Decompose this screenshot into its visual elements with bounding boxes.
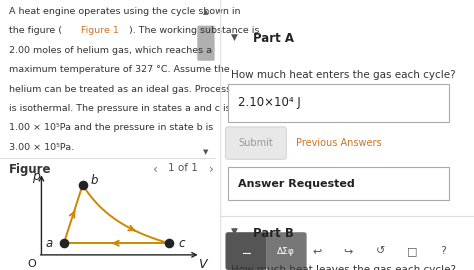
Text: a: a bbox=[46, 237, 53, 250]
Text: ↪: ↪ bbox=[344, 246, 353, 256]
Text: O: O bbox=[27, 259, 36, 269]
Text: ↺: ↺ bbox=[375, 246, 385, 256]
Text: ?: ? bbox=[441, 246, 447, 256]
Text: Figure: Figure bbox=[9, 163, 51, 176]
Text: helium can be treated as an ideal gas. Process bc: helium can be treated as an ideal gas. P… bbox=[9, 85, 245, 93]
Text: A heat engine operates using the cycle shown in: A heat engine operates using the cycle s… bbox=[9, 7, 240, 16]
Text: maximum temperature of 327 °C. Assume the: maximum temperature of 327 °C. Assume th… bbox=[9, 65, 229, 74]
Text: □: □ bbox=[407, 246, 417, 256]
Text: ). The working substance is: ). The working substance is bbox=[129, 26, 260, 35]
Text: V: V bbox=[198, 258, 207, 270]
FancyBboxPatch shape bbox=[228, 167, 448, 200]
Text: c: c bbox=[179, 237, 185, 250]
Text: 2.10×10⁴ J: 2.10×10⁴ J bbox=[238, 96, 301, 109]
Point bbox=[79, 183, 86, 187]
Text: is isothermal. The pressure in states a and c is: is isothermal. The pressure in states a … bbox=[9, 104, 230, 113]
Text: p: p bbox=[32, 170, 40, 183]
Text: 1 of 1: 1 of 1 bbox=[168, 163, 198, 173]
Text: ▼: ▼ bbox=[230, 32, 237, 41]
Text: b: b bbox=[90, 174, 98, 187]
Text: ↩: ↩ bbox=[312, 246, 321, 256]
Text: Submit: Submit bbox=[238, 138, 273, 148]
Text: Figure 1: Figure 1 bbox=[81, 26, 119, 35]
Text: How much heat leaves the gas each cycle?: How much heat leaves the gas each cycle? bbox=[230, 265, 456, 270]
Text: ▼: ▼ bbox=[230, 227, 237, 236]
Text: ▼: ▼ bbox=[203, 149, 209, 155]
Text: Part B: Part B bbox=[254, 227, 294, 240]
Text: the figure (: the figure ( bbox=[9, 26, 62, 35]
Text: ›: › bbox=[209, 163, 214, 176]
FancyBboxPatch shape bbox=[266, 232, 307, 270]
Text: Previous Answers: Previous Answers bbox=[297, 138, 382, 148]
Text: ▲: ▲ bbox=[203, 9, 209, 15]
Text: ΔΣφ: ΔΣφ bbox=[277, 247, 295, 256]
Text: 2.00 moles of helium gas, which reaches a: 2.00 moles of helium gas, which reaches … bbox=[9, 46, 211, 55]
Text: 3.00 × 10⁵Pa.: 3.00 × 10⁵Pa. bbox=[9, 143, 74, 152]
FancyBboxPatch shape bbox=[228, 84, 448, 122]
Text: ‹: ‹ bbox=[153, 163, 158, 176]
FancyBboxPatch shape bbox=[197, 26, 215, 61]
Text: Answer Requested: Answer Requested bbox=[238, 178, 355, 189]
FancyBboxPatch shape bbox=[226, 232, 266, 270]
Text: ⚊: ⚊ bbox=[241, 246, 251, 256]
Text: Part A: Part A bbox=[254, 32, 294, 45]
Point bbox=[60, 241, 68, 245]
Text: How much heat enters the gas each cycle?: How much heat enters the gas each cycle? bbox=[230, 70, 455, 80]
Point bbox=[165, 241, 173, 245]
FancyBboxPatch shape bbox=[226, 127, 286, 159]
Text: 1.00 × 10⁵Pa and the pressure in state b is: 1.00 × 10⁵Pa and the pressure in state b… bbox=[9, 123, 213, 132]
